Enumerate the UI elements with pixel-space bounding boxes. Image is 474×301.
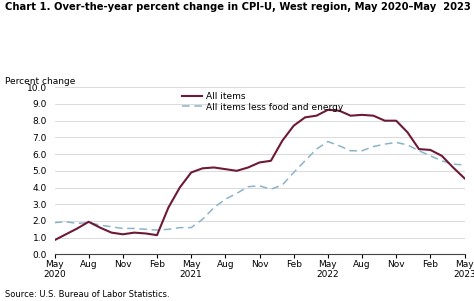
Text: Chart 1. Over-the-year percent change in CPI-U, West region, May 2020–May  2023: Chart 1. Over-the-year percent change in… [5, 2, 471, 11]
Legend: All items, All items less food and energy: All items, All items less food and energ… [182, 92, 344, 112]
Text: Source: U.S. Bureau of Labor Statistics.: Source: U.S. Bureau of Labor Statistics. [5, 290, 169, 299]
Text: Percent change: Percent change [5, 77, 75, 86]
